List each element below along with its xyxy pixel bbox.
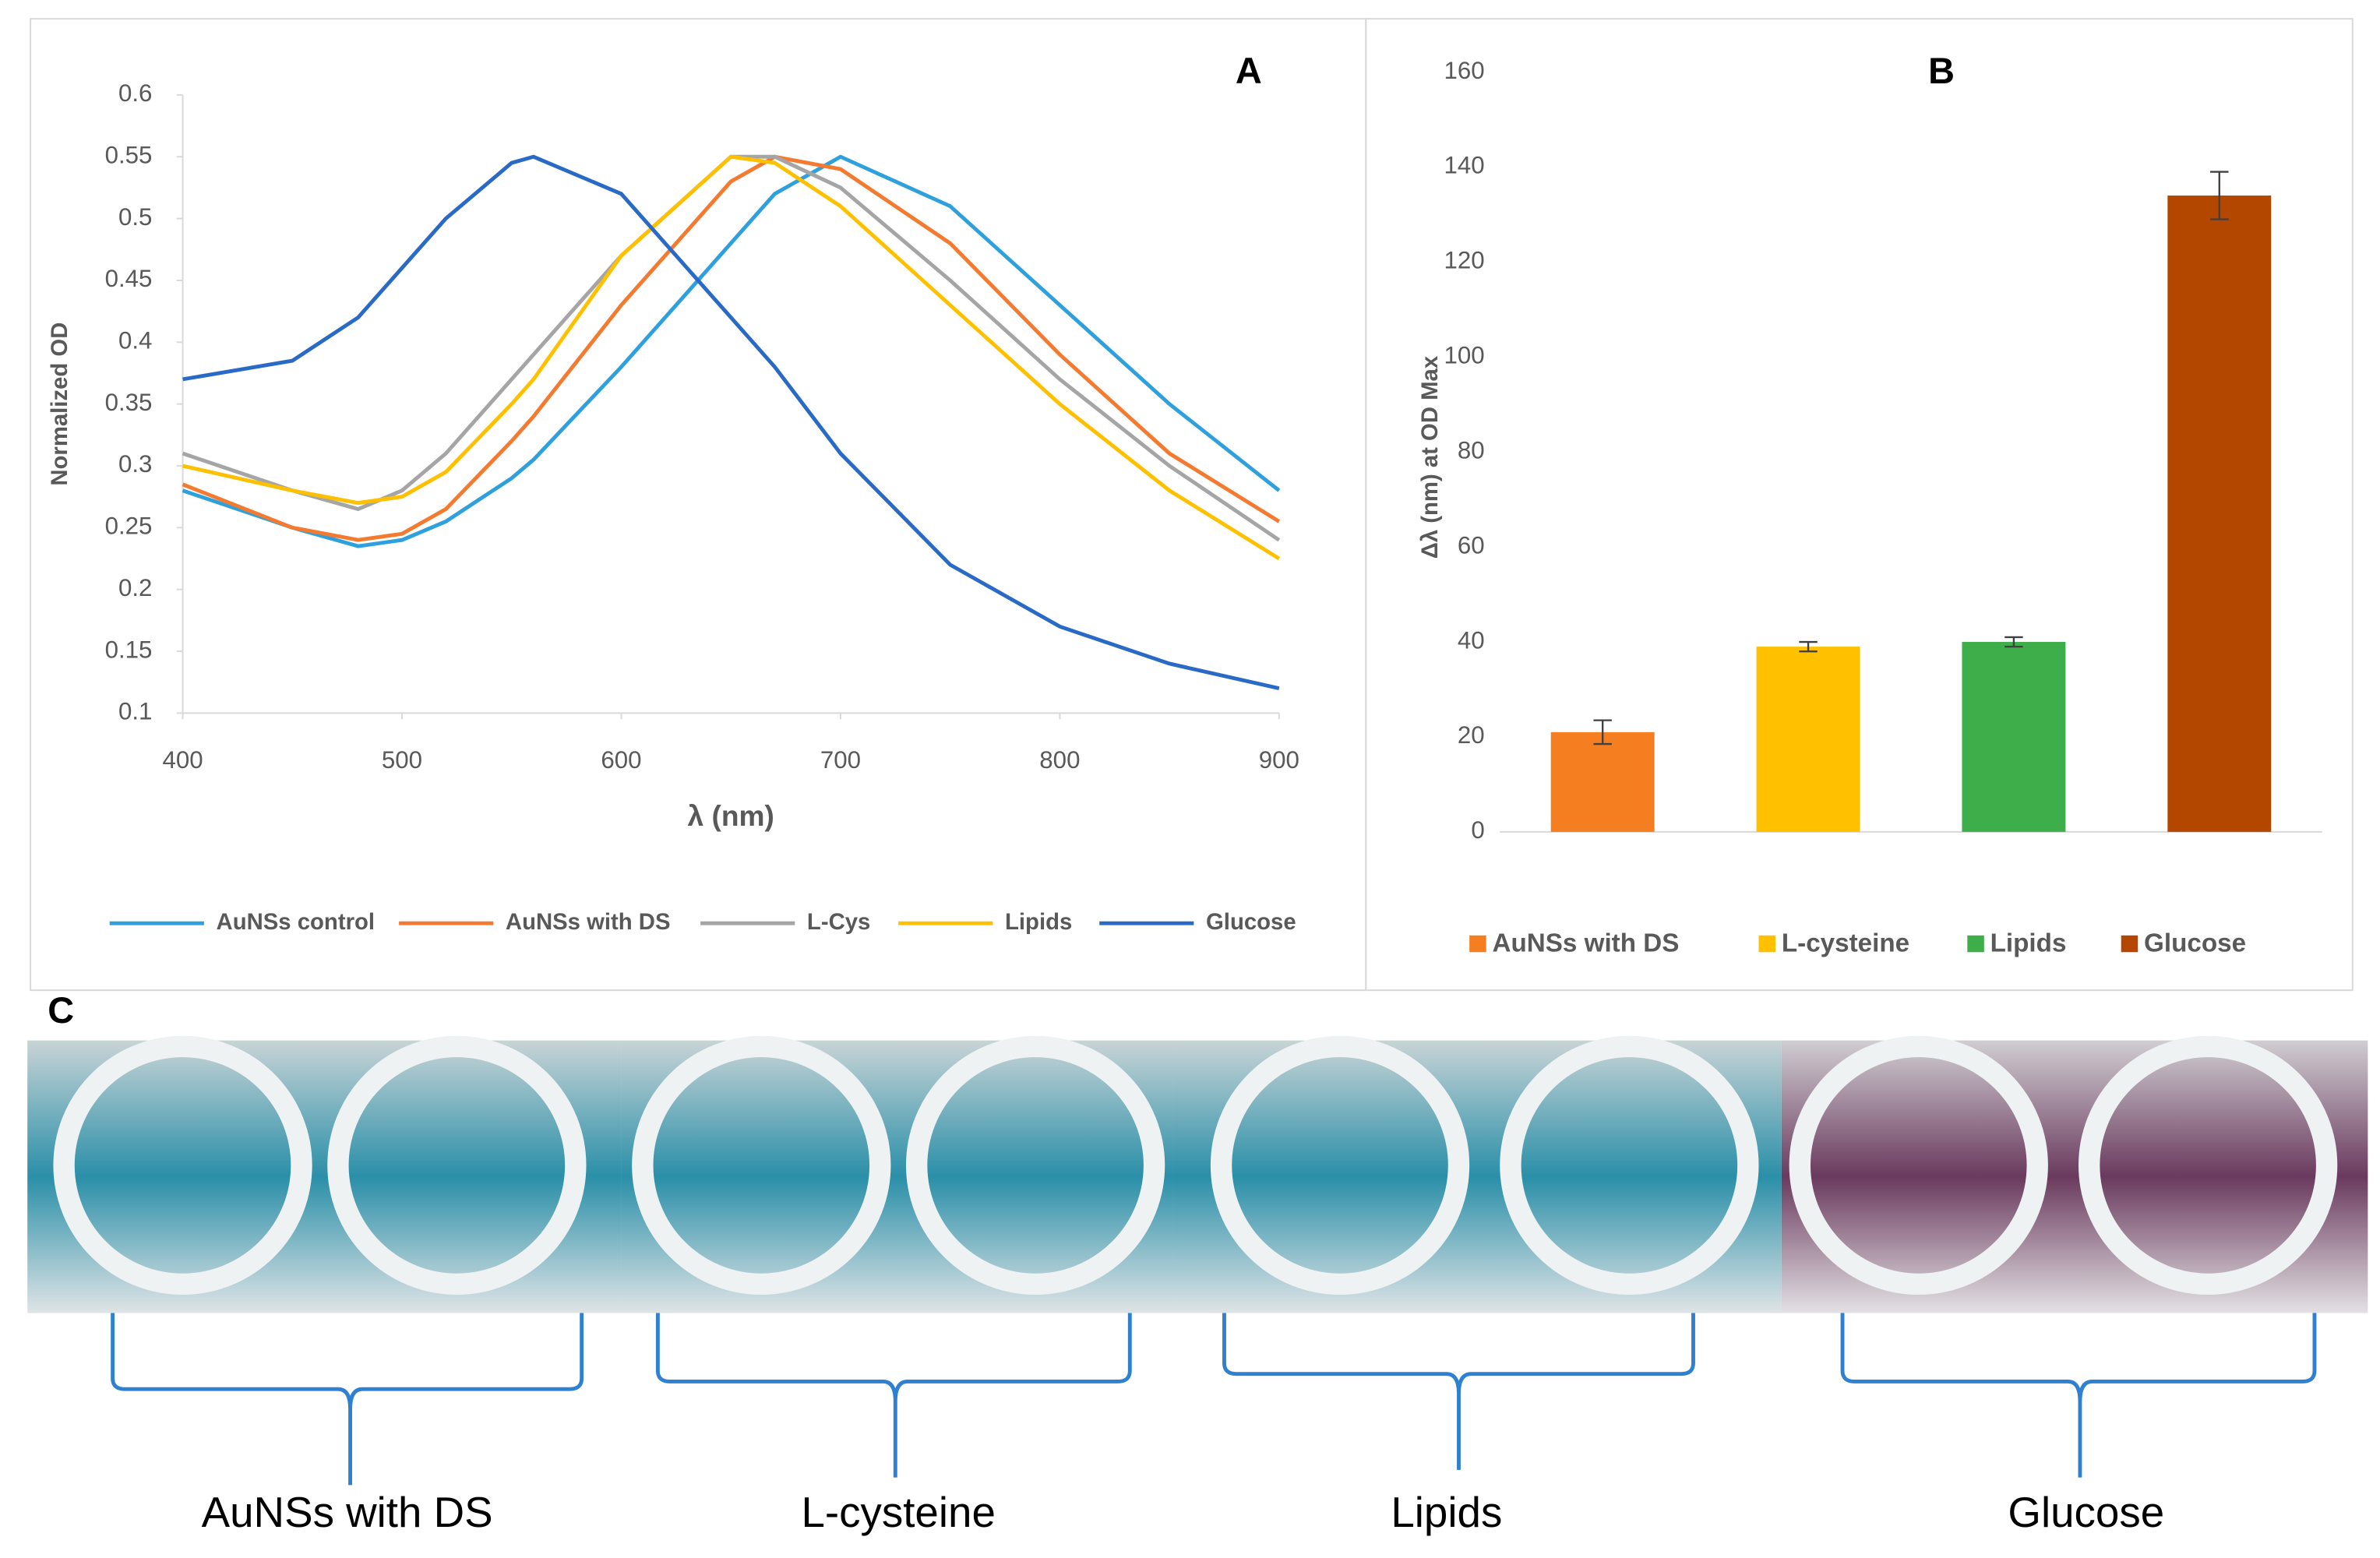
legend-label: Lipids	[1990, 929, 2067, 957]
bar	[1962, 642, 2066, 832]
y-tick-label: 40	[1458, 626, 1485, 654]
x-tick-label: 900	[1259, 746, 1299, 774]
legend-label: Glucose	[1206, 909, 1296, 935]
y-tick-label: 0.6	[118, 79, 152, 107]
photo	[27, 1035, 2368, 1313]
y-tick-label: 0.35	[105, 389, 153, 416]
y-tick-label: 0.45	[105, 265, 153, 292]
y-tick-label: 0.5	[118, 203, 152, 231]
y-tick-label: 0.55	[105, 141, 153, 168]
series-line	[182, 154, 1281, 561]
y-tick-label: 20	[1458, 721, 1485, 749]
series-line	[182, 154, 1280, 691]
bar	[2167, 196, 2272, 832]
group-label: Glucose	[2008, 1488, 2164, 1536]
x-tick-label: 500	[382, 746, 422, 774]
y-tick-label: 120	[1444, 247, 1485, 274]
x-tick-label: 400	[162, 746, 203, 774]
legend-label: AuNSs control	[217, 909, 375, 935]
panel-label: C	[48, 990, 74, 1031]
legend-label: L-cysteine	[1782, 929, 1909, 957]
group-label: AuNSs with DS	[202, 1488, 493, 1536]
x-tick-label: 800	[1039, 746, 1080, 774]
error-bar	[2004, 636, 2023, 648]
y-tick-label: 0.15	[105, 636, 153, 663]
y-tick-label: 140	[1444, 152, 1485, 179]
panel-title: B	[1928, 51, 1955, 91]
x-axis-label: λ (nm)	[688, 799, 774, 832]
y-tick-label: 60	[1458, 531, 1485, 559]
panel-title: A	[1236, 51, 1262, 91]
y-tick-label: 0.25	[105, 513, 153, 540]
legend-swatch	[1758, 935, 1776, 953]
legend-label: Glucose	[2144, 929, 2246, 957]
legend-label: AuNSs with DS	[506, 909, 671, 935]
group-label: L-cysteine	[802, 1488, 996, 1536]
legend-label: Lipids	[1005, 909, 1072, 935]
bar	[1550, 731, 1655, 832]
panel-b-frame	[1365, 18, 2354, 992]
x-tick-label: 600	[601, 746, 641, 774]
x-tick-label: 700	[820, 746, 861, 774]
series-line	[182, 154, 1281, 548]
legend-swatch	[2121, 935, 2138, 953]
y-axis-label: Normalized OD	[47, 323, 72, 486]
legend-label: L-Cys	[807, 909, 870, 935]
y-tick-label: 0.1	[118, 698, 152, 725]
error-bar	[1593, 719, 1612, 746]
y-axis-label: Δλ (nm) at OD Max	[1417, 355, 1443, 559]
y-tick-label: 0.3	[118, 450, 152, 478]
y-tick-label: 160	[1444, 57, 1485, 84]
y-tick-label: 0.4	[118, 327, 152, 354]
series-line	[182, 154, 1281, 542]
y-tick-label: 80	[1458, 436, 1485, 464]
group-label: Lipids	[1391, 1488, 1502, 1536]
brackets	[111, 1313, 2317, 1486]
legend-label: AuNSs with DS	[1492, 929, 1679, 957]
bar	[1756, 647, 1860, 832]
legend-swatch	[1967, 935, 1984, 953]
y-tick-label: 0	[1471, 816, 1484, 844]
legend-swatch	[1469, 935, 1486, 953]
y-tick-label: 0.2	[118, 574, 152, 601]
series-line	[182, 154, 1281, 542]
error-bar	[1799, 640, 1818, 653]
y-tick-label: 100	[1444, 342, 1485, 369]
error-bar	[2210, 171, 2229, 220]
